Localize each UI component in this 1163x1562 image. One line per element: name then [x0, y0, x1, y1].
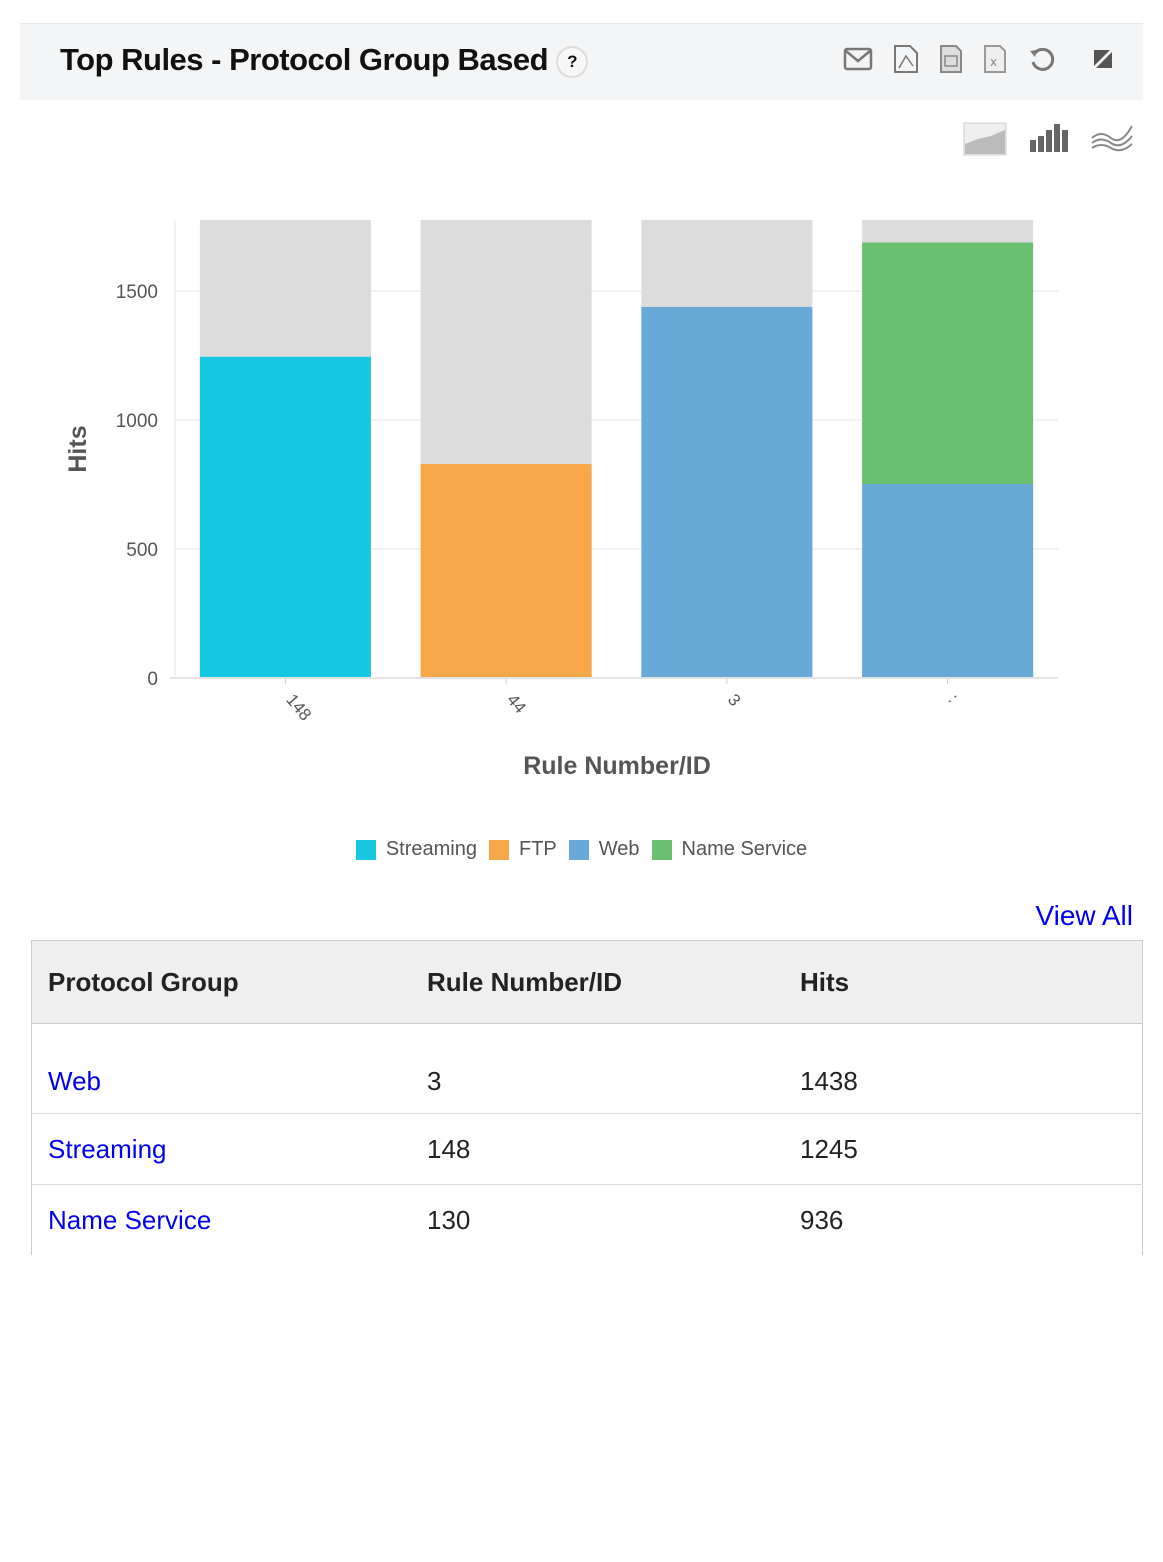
legend-item[interactable]: FTP — [489, 838, 557, 861]
line-chart-icon[interactable] — [1091, 122, 1133, 152]
stacked-bar-chart: 0 500 1000 1500 148 44 3: Rule Number/ID Hits — [64, 220, 1058, 780]
legend-item[interactable]: Name Service — [651, 838, 808, 861]
table-row: Streaming 148 1245 — [31, 1113, 1143, 1185]
bar-segment-web — [862, 483, 1034, 678]
bar-chart-icon[interactable] — [1029, 122, 1069, 152]
bar-segment-name-service — [862, 242, 1034, 484]
x-axis-title: Rule Number/ID — [523, 752, 711, 780]
legend-item[interactable]: Streaming — [355, 838, 477, 861]
svg-text:x: x — [990, 55, 997, 69]
bar-segment-streaming — [199, 356, 371, 678]
y-tick-label: 1000 — [116, 411, 158, 432]
area-chart-icon[interactable] — [963, 122, 1007, 156]
hits-cell: 1245 — [784, 1113, 1143, 1185]
y-tick-label: 0 — [147, 669, 158, 690]
pdf-icon[interactable] — [893, 44, 919, 74]
legend-swatch — [489, 839, 509, 860]
legend-swatch — [568, 839, 589, 860]
x-tick-label: 44 — [503, 690, 530, 717]
y-tick-label: 1500 — [116, 282, 158, 303]
rule-number-cell: 148 — [411, 1113, 784, 1185]
legend-label: Name Service — [681, 838, 808, 860]
legend-item[interactable]: Web — [568, 838, 640, 861]
legend-label: Web — [598, 838, 640, 860]
y-tick-label: 500 — [126, 540, 158, 561]
help-icon[interactable]: ? — [556, 45, 589, 78]
refresh-icon[interactable] — [1027, 44, 1057, 74]
chart-legend: Streaming FTP Web Name Service — [0, 838, 1163, 866]
expand-icon[interactable] — [1091, 47, 1115, 71]
data-table: Protocol Group Rule Number/ID Hits Web 3 1… — [31, 940, 1143, 1255]
column-header-protocol-group[interactable]: Protocol Group — [31, 940, 411, 1024]
hits-cell: 936 — [800, 1204, 844, 1235]
excel-icon[interactable]: x — [983, 44, 1007, 74]
title-text: Top Rules - Protocol Group Based — [60, 42, 549, 77]
x-tick-label: 148 — [282, 690, 315, 724]
mail-icon[interactable] — [843, 47, 873, 71]
protocol-group-link[interactable]: Web — [48, 1065, 101, 1096]
column-header-hits[interactable]: Hits — [784, 940, 1143, 1024]
protocol-group-link[interactable]: Name Service — [48, 1204, 212, 1235]
hits-cell: 1438 — [784, 1023, 1143, 1114]
widget-header: Top Rules - Protocol Group Based? x — [20, 23, 1143, 100]
y-axis-title: Hits — [64, 425, 92, 472]
table-row: Name Service 130 936 — [32, 1185, 1143, 1256]
bar-segment-ftp — [420, 464, 592, 678]
rule-number-cell: 3 — [411, 1023, 784, 1114]
widget-title: Top Rules - Protocol Group Based? — [60, 42, 589, 78]
view-all-link[interactable]: View All — [1035, 900, 1133, 931]
csv-icon[interactable] — [939, 44, 963, 74]
legend-label: Streaming — [385, 838, 477, 860]
legend-swatch — [355, 839, 376, 860]
rule-number-cell: 130 — [427, 1204, 471, 1235]
x-tick-label: 3 — [724, 690, 745, 709]
x-tick-label: : — [945, 690, 963, 706]
legend-label: FTP — [519, 838, 557, 860]
protocol-group-link[interactable]: Streaming — [48, 1133, 167, 1164]
bar-segment-web — [641, 306, 813, 678]
legend-swatch — [651, 839, 672, 860]
table-row: Web 3 1438 — [31, 1023, 1143, 1114]
column-header-rule-number[interactable]: Rule Number/ID — [411, 940, 784, 1024]
